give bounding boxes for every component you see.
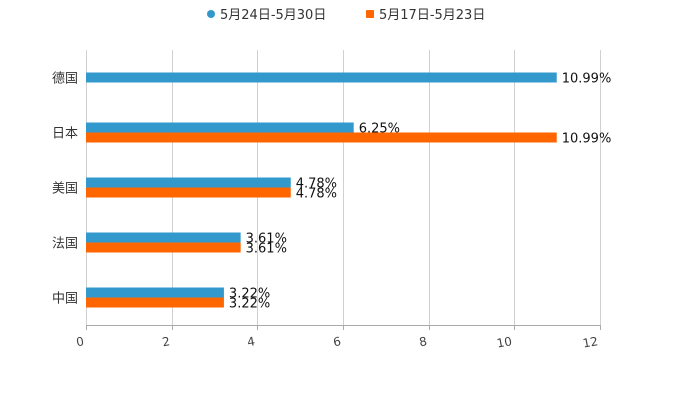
bar-2-2[interactable] [86,187,291,198]
x-tick-label-1: 2 [161,334,171,349]
data-label-1-4: 3.22% [229,287,270,302]
x-tick-label-6: 12 [582,334,599,350]
x-tick-label-3: 6 [332,334,342,349]
data-label-1-3: 3.61% [246,232,287,247]
bar-1-4[interactable] [86,287,224,298]
bar-2-4[interactable] [86,297,224,308]
y-category-label-3: 法国 [52,237,78,252]
legend-marker-series-1 [207,9,215,18]
y-category-label-4: 中国 [52,292,78,307]
x-tick-label-5: 10 [496,334,513,350]
data-label-2-1: 10.99% [562,132,612,147]
bar-1-1[interactable] [86,122,354,133]
data-label-1-2: 4.78% [296,177,337,192]
bar-1-0[interactable] [86,72,557,83]
legend-item-series-2[interactable]: 5月17日-5月23日 [366,4,485,23]
data-label-2-3: 3.61% [246,242,287,257]
bar-2-3[interactable] [86,242,241,253]
x-tick-label-0: 0 [75,334,85,349]
legend-label-series-1: 5月24日-5月30日 [220,8,327,23]
legend: 5月24日-5月30日 5月17日-5月23日 [0,4,700,23]
data-label-2-4: 3.22% [229,297,270,312]
legend-marker-series-2 [366,9,374,18]
data-label-1-0: 10.99% [562,72,612,87]
data-label-2-2: 4.78% [296,187,337,202]
x-tick-label-2: 4 [246,334,256,349]
legend-item-series-1[interactable]: 5月24日-5月30日 [207,4,326,23]
y-category-label-2: 美国 [52,182,78,197]
bar-1-3[interactable] [86,232,241,243]
bar-1-2[interactable] [86,177,291,188]
y-category-label-0: 德国 [52,72,78,87]
bar-2-1[interactable] [86,132,557,143]
x-tick-label-4: 8 [418,334,428,349]
y-category-label-1: 日本 [52,127,78,142]
legend-label-series-2: 5月17日-5月23日 [379,8,486,23]
